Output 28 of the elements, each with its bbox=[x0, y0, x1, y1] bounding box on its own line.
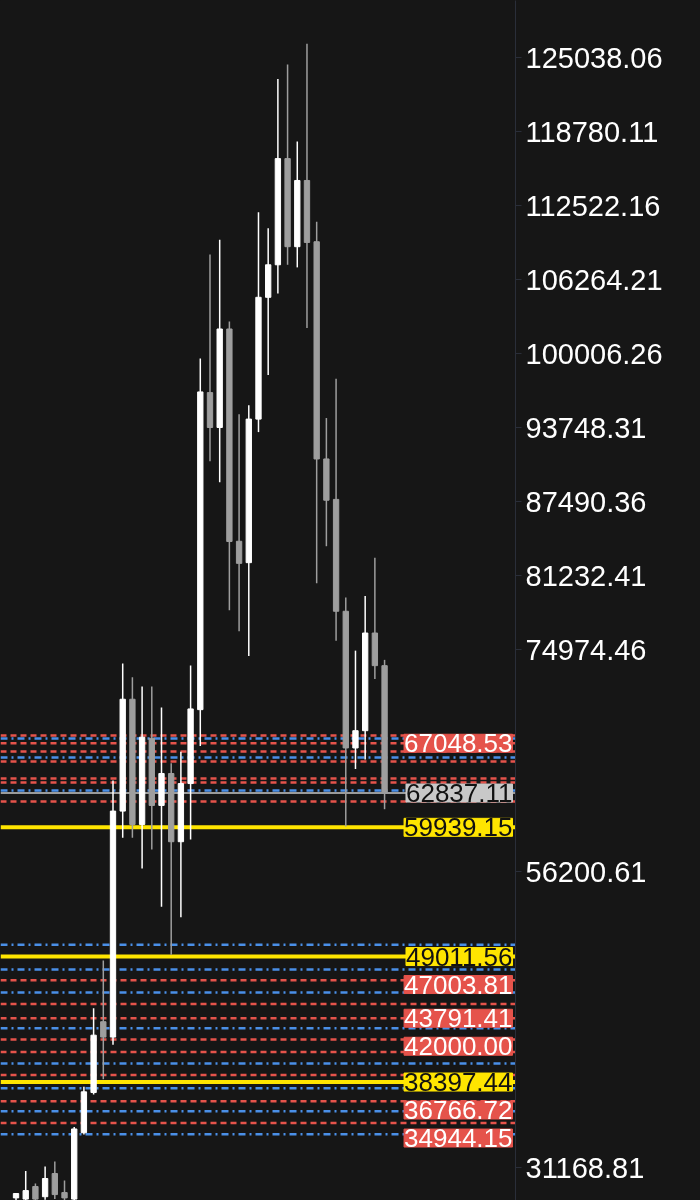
y-tick-label: 93748.31 bbox=[525, 411, 647, 444]
candlestick bbox=[235, 413, 243, 632]
y-tick-label: 81232.41 bbox=[525, 559, 647, 592]
y-tick-label: 74974.46 bbox=[525, 633, 647, 666]
candlestick bbox=[41, 1165, 49, 1200]
ref-line-label: 42000.00 bbox=[404, 1031, 513, 1062]
ref-line-label: 34944.15 bbox=[404, 1123, 513, 1154]
y-tick-label: 56200.61 bbox=[525, 855, 647, 888]
candlestick bbox=[22, 1170, 29, 1200]
ref-line-label: 43791.41 bbox=[404, 1003, 513, 1034]
ref-line-label: 38397.44 bbox=[404, 1067, 513, 1098]
ref-line-label: 49011.56 bbox=[405, 941, 513, 972]
y-tick-label: 106264.21 bbox=[525, 263, 663, 296]
y-tick-label: 100006.26 bbox=[525, 337, 663, 370]
ref-line-label: 62837.11 bbox=[405, 778, 513, 809]
candlestick bbox=[61, 1179, 68, 1200]
candlestick bbox=[51, 1160, 58, 1200]
ref-line-label: 47003.81 bbox=[404, 969, 513, 1000]
y-tick-label: 112522.16 bbox=[525, 189, 661, 222]
candlestick bbox=[352, 649, 359, 770]
y-tick-label: 31168.81 bbox=[525, 1151, 645, 1184]
ref-line-label: 67048.53 bbox=[404, 728, 513, 759]
y-tick-label: 87490.36 bbox=[525, 485, 647, 518]
y-tick-label: 125038.06 bbox=[525, 41, 663, 74]
y-tick-label: 118780.11 bbox=[525, 115, 659, 148]
ref-line-label: 36766.72 bbox=[404, 1095, 513, 1126]
ref-line-label: 59939.15 bbox=[404, 812, 513, 843]
candlestick bbox=[100, 959, 107, 1080]
